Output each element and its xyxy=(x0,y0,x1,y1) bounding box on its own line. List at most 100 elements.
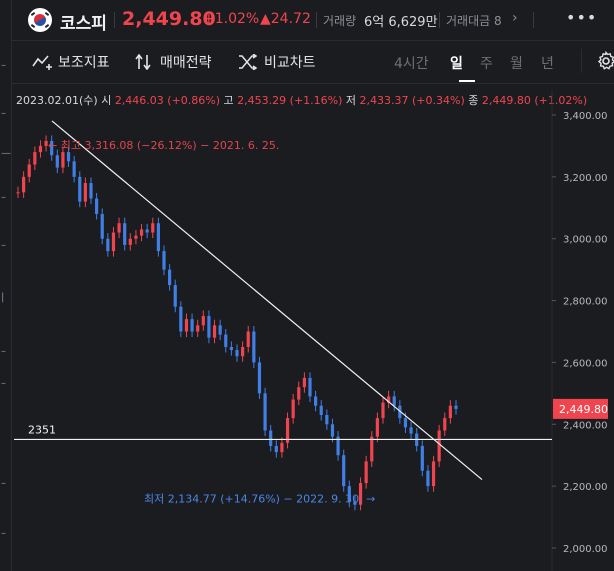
candle xyxy=(325,415,329,425)
ohlc-date: 2023.02.01(수) xyxy=(16,94,98,107)
candle xyxy=(392,396,396,406)
candle xyxy=(342,455,346,487)
candle xyxy=(100,213,104,239)
candle xyxy=(33,152,37,165)
candle xyxy=(285,418,290,443)
indicators-button[interactable]: 보조지표 xyxy=(32,52,110,72)
candle xyxy=(229,346,233,351)
y-tick-label: 3,400.00 xyxy=(563,111,608,122)
y-tick-label: 2,400.00 xyxy=(563,420,608,431)
candle xyxy=(123,223,127,245)
candle xyxy=(280,442,284,453)
indicators-label: 보조지표 xyxy=(58,55,110,71)
candle xyxy=(314,396,318,406)
candle xyxy=(381,402,385,419)
candle xyxy=(134,235,138,239)
tab-week[interactable]: 주 xyxy=(480,56,493,72)
candle xyxy=(16,192,20,194)
candle xyxy=(302,377,306,388)
trendline xyxy=(51,120,483,481)
candle xyxy=(139,229,144,236)
trade-amount-label: 거래대금 8 xyxy=(446,14,502,28)
candle xyxy=(375,418,379,437)
candle xyxy=(330,424,335,437)
candle xyxy=(319,405,323,416)
candle xyxy=(443,418,447,431)
candle xyxy=(454,405,458,409)
y-tick-label: 2,000.00 xyxy=(563,544,608,555)
open-label: 시 xyxy=(101,94,112,107)
candle xyxy=(173,285,177,307)
chevron-right-icon[interactable]: › xyxy=(512,10,518,26)
candle xyxy=(78,176,82,202)
candle xyxy=(72,161,76,177)
candle xyxy=(27,164,31,177)
candle xyxy=(409,427,413,434)
volume-value: 6억 6,629만 xyxy=(364,15,438,30)
tab-day[interactable]: 일 xyxy=(450,56,463,72)
candle xyxy=(420,445,424,471)
strategy-button[interactable]: 매매전략 xyxy=(134,52,212,72)
candle xyxy=(308,377,312,397)
candle xyxy=(55,155,59,168)
compare-button[interactable]: 비교차트 xyxy=(238,52,316,72)
y-tick-label: 2,200.00 xyxy=(563,482,608,493)
ohlc-readout: 2023.02.01(수) 시 2,446.03 (+0.86%) 고 2,45… xyxy=(16,92,587,108)
candle xyxy=(364,461,368,484)
candle xyxy=(89,183,93,199)
korea-flag-icon xyxy=(28,8,52,32)
indicator-icon xyxy=(32,55,52,70)
candle xyxy=(252,331,256,363)
candle xyxy=(370,436,374,462)
low-annotation: 최저 2,134.77 (+14.76%) − 2022. 9. 30. → xyxy=(144,492,375,505)
close-label: 종 xyxy=(468,94,479,107)
candle xyxy=(297,387,301,400)
candle xyxy=(336,436,340,456)
candle xyxy=(212,325,217,338)
high-annotation: ← 최고 3,316.08 (−26.12%) − 2021. 6. 25. xyxy=(48,139,279,152)
candle xyxy=(207,316,211,338)
open-value: 2,446.03 (+0.86%) xyxy=(114,94,221,107)
y-tick-label: 2,800.00 xyxy=(563,297,608,308)
candle xyxy=(190,319,194,332)
index-name: 코스피 xyxy=(60,14,107,34)
candle xyxy=(437,430,441,462)
y-tick-label: 2,600.00 xyxy=(563,358,608,369)
candle xyxy=(156,223,160,252)
candle xyxy=(246,331,250,347)
candle xyxy=(50,140,54,156)
candle xyxy=(387,396,391,403)
candle xyxy=(117,223,121,233)
candle xyxy=(358,483,363,505)
candle xyxy=(168,269,172,286)
candle xyxy=(128,238,132,245)
candle xyxy=(196,325,200,332)
high-label: 고 xyxy=(223,94,234,107)
low-value: 2,433.37 (+0.34%) xyxy=(359,94,465,107)
strategy-label: 매매전략 xyxy=(160,55,212,71)
candle xyxy=(151,223,155,233)
candle xyxy=(431,461,436,487)
close-value: 2,449.80 (+1.02%) xyxy=(481,94,588,107)
more-menu-button[interactable]: ••• xyxy=(566,8,598,27)
chart-toolbar: 보조지표 매매전략 비교차트 4시간 일 주 월 년 xyxy=(12,41,614,84)
gear-icon[interactable] xyxy=(596,51,614,71)
candle xyxy=(426,470,430,487)
candle xyxy=(347,486,351,502)
current-price-tag xyxy=(553,398,608,419)
candle xyxy=(269,430,273,446)
candle xyxy=(162,251,166,270)
compare-cross-icon xyxy=(239,54,258,70)
y-tick-label: 3,000.00 xyxy=(563,235,608,246)
candle xyxy=(218,325,222,335)
candle xyxy=(111,232,116,252)
volume-label: 거래량 xyxy=(323,14,357,28)
tab-4h[interactable]: 4시간 xyxy=(394,56,429,72)
top-bar: 코스피 2,449.80 +1.02% ▲24.72 거래량 6억 6,629만… xyxy=(0,0,614,40)
candle xyxy=(291,399,295,419)
tab-year[interactable]: 년 xyxy=(541,56,554,72)
left-rail: – – — – – | – – – – xyxy=(0,0,12,571)
tab-month[interactable]: 월 xyxy=(510,56,523,72)
candle xyxy=(415,433,419,446)
